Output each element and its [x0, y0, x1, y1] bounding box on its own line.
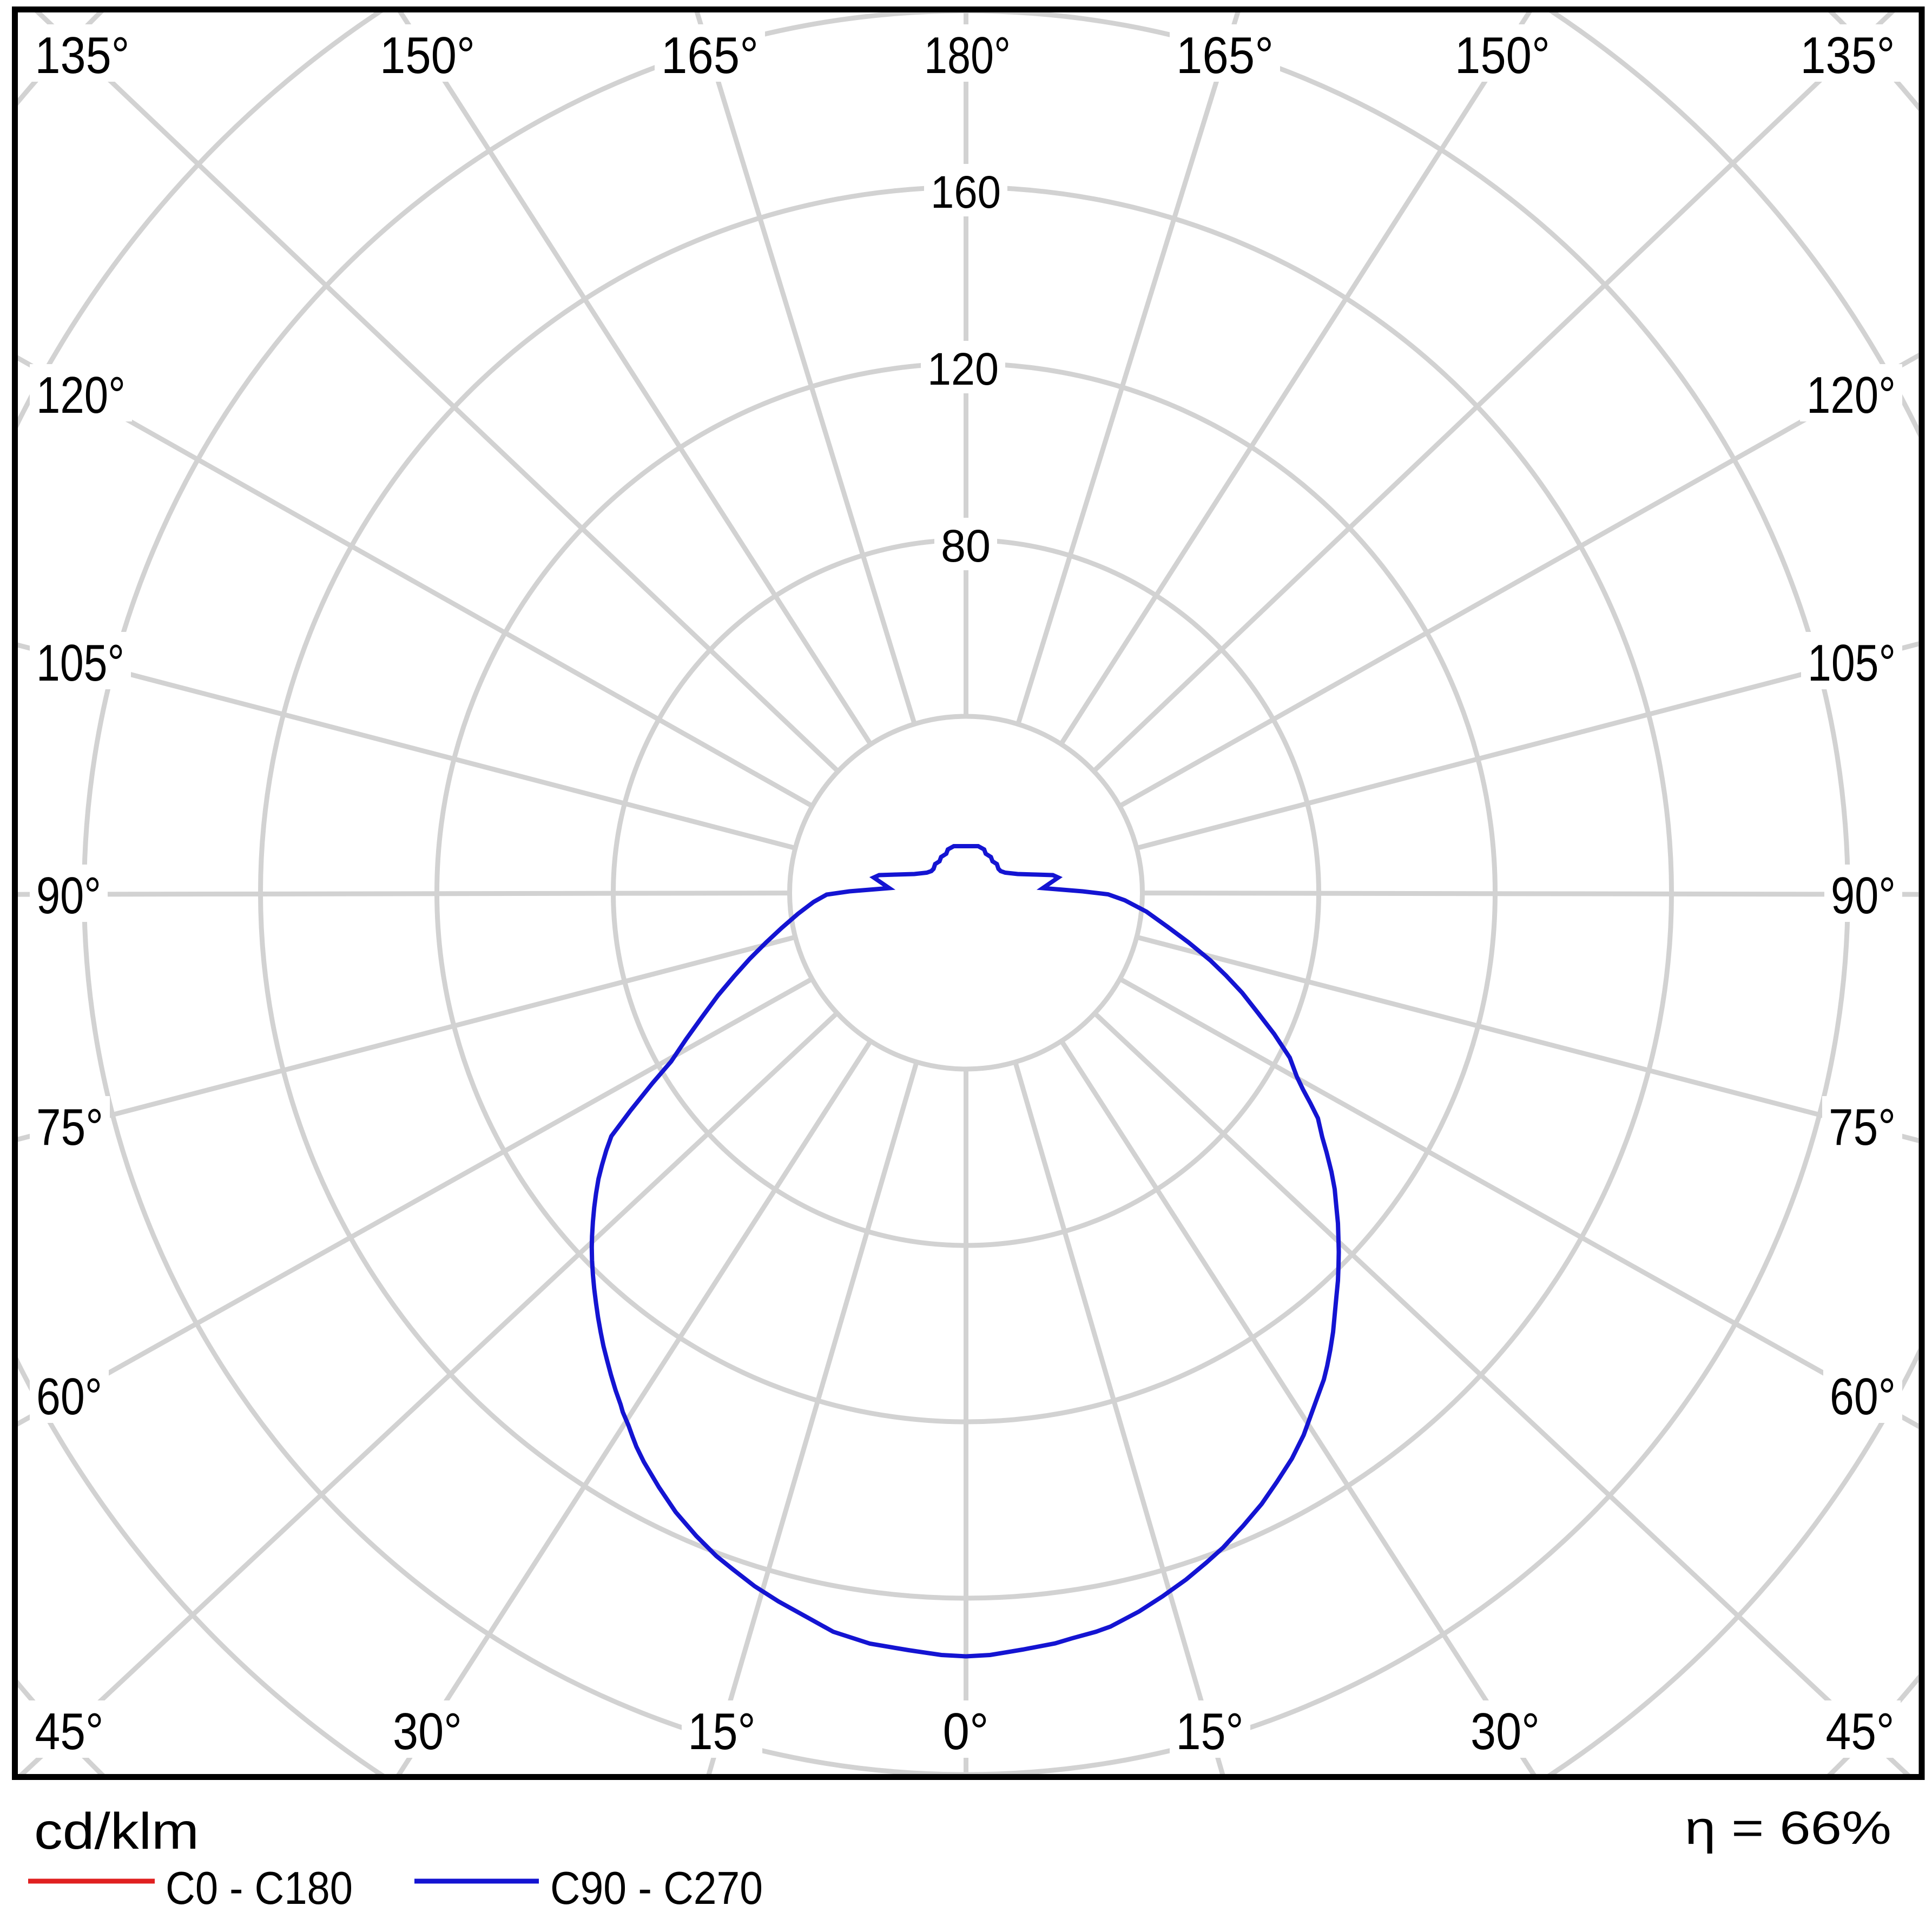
svg-text:30°: 30°	[393, 1703, 462, 1760]
svg-text:cd/klm: cd/klm	[34, 1803, 199, 1860]
svg-text:105°: 105°	[36, 634, 124, 692]
svg-text:C0 - C180: C0 - C180	[166, 1863, 353, 1914]
svg-text:0°: 0°	[943, 1703, 989, 1760]
svg-text:120°: 120°	[1806, 366, 1896, 424]
svg-text:105°: 105°	[1808, 634, 1896, 692]
svg-text:160: 160	[931, 167, 1001, 217]
svg-text:80: 80	[941, 520, 991, 571]
svg-text:45°: 45°	[1826, 1703, 1895, 1760]
svg-text:135°: 135°	[35, 27, 130, 84]
svg-text:η = 66%: η = 66%	[1685, 1802, 1891, 1854]
svg-text:180°: 180°	[924, 27, 1011, 84]
svg-text:75°: 75°	[1829, 1098, 1896, 1156]
svg-text:C90 - C270: C90 - C270	[550, 1863, 763, 1914]
svg-text:120: 120	[927, 344, 999, 394]
svg-text:150°: 150°	[1455, 27, 1550, 84]
svg-text:120°: 120°	[36, 366, 126, 424]
svg-text:60°: 60°	[36, 1368, 102, 1426]
svg-text:90°: 90°	[36, 867, 101, 925]
svg-text:60°: 60°	[1830, 1368, 1896, 1426]
svg-text:75°: 75°	[36, 1098, 103, 1156]
svg-text:150°: 150°	[380, 27, 475, 84]
svg-text:30°: 30°	[1471, 1703, 1540, 1760]
svg-text:165°: 165°	[661, 27, 759, 84]
svg-text:15°: 15°	[688, 1703, 756, 1760]
svg-text:45°: 45°	[35, 1703, 104, 1760]
svg-text:15°: 15°	[1176, 1703, 1244, 1760]
svg-text:90°: 90°	[1831, 867, 1896, 925]
svg-text:135°: 135°	[1801, 27, 1895, 84]
svg-text:165°: 165°	[1176, 27, 1274, 84]
